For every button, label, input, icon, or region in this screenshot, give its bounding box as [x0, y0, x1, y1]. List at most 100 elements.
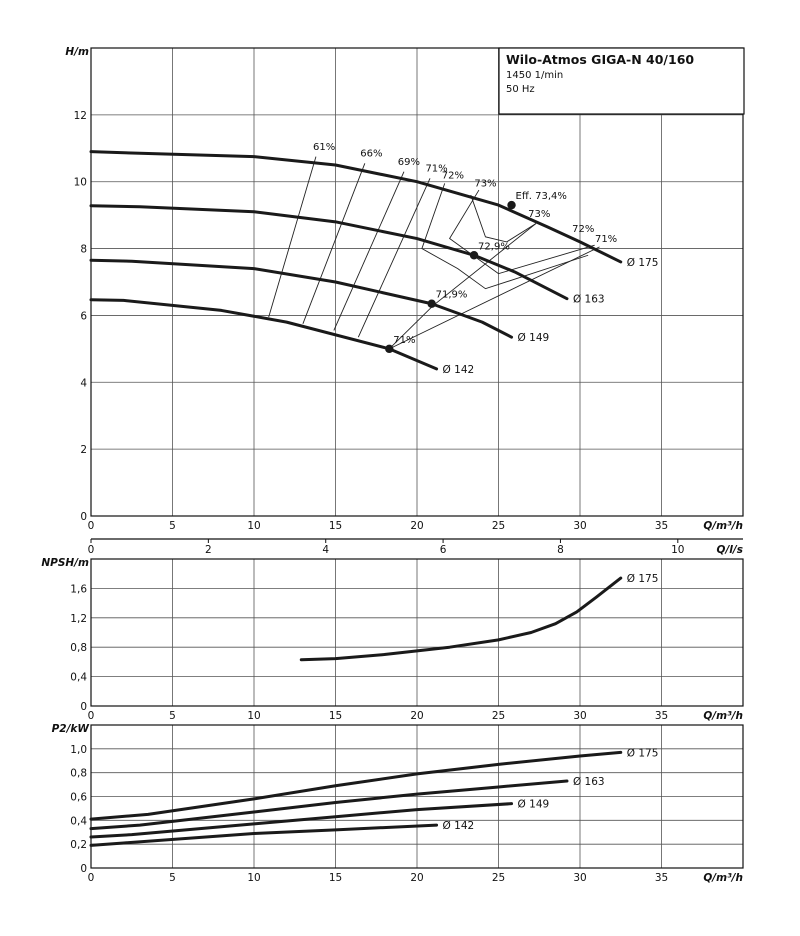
npsh-xtick-3: 15	[329, 710, 342, 722]
efficiency-line-6	[388, 223, 600, 350]
power-series-163	[89, 779, 569, 831]
efficiency-label-7: 72%	[572, 224, 594, 235]
npsh-xtick-6: 30	[573, 710, 586, 722]
power-xtick-1: 5	[169, 872, 176, 884]
efficiency-line-0	[268, 156, 317, 318]
npsh-ytick-3: 1,2	[70, 613, 87, 625]
bep-point-3	[385, 344, 394, 354]
npsh-ytick-0: 0	[80, 701, 87, 713]
head-xtick-3: 15	[329, 520, 342, 532]
power-series-142	[89, 823, 439, 847]
npsh-xtick-2: 10	[247, 710, 260, 722]
power-xtick-2: 10	[247, 872, 260, 884]
bep-label-1: 72,9%	[478, 241, 510, 252]
efficiency-label-8: 71%	[595, 234, 617, 245]
chart-subtitle-frequency: 50 Hz	[506, 84, 535, 95]
bep-point-2	[427, 299, 436, 308]
power-ytick-0: 0	[80, 863, 87, 875]
head-xtick-0: 0	[88, 520, 95, 532]
npsh-ytick-1: 0,4	[70, 672, 87, 684]
head-series-label-163: Ø 163	[573, 294, 605, 306]
npsh-panel: 0 5 10 15 20 25 30 35 0 0,4 0,8 1,2 1,6 NPSH/m Q/m³/h Ø…	[41, 557, 744, 722]
head-series-175	[89, 150, 623, 264]
flow-ls-axis: 0 2 4 6 8 10 Q/l/s	[88, 538, 743, 556]
head-ytick-1: 2	[80, 444, 87, 456]
efficiency-label-2: 69%	[398, 157, 420, 168]
head-series-149	[89, 258, 514, 339]
bep-point-0	[507, 200, 516, 210]
npsh-ylabel: NPSH/m	[41, 557, 89, 569]
head-series-label-142: Ø 142	[443, 364, 475, 376]
head-xlabel: Q/m³/h	[703, 520, 743, 532]
power-series-label-142: Ø 142	[443, 820, 475, 832]
power-ytick-4: 0,8	[70, 768, 87, 780]
flow-ls-tick-0: 0	[88, 544, 95, 556]
efficiency-line-5	[448, 189, 595, 275]
flow-ls-tick-3: 6	[440, 544, 447, 556]
npsh-xtick-0: 0	[88, 710, 95, 722]
efficiency-label-3: 71%	[425, 164, 447, 175]
title-box: Wilo-Atmos GIGA-N 40/160 1450 1/min 50 H…	[498, 47, 745, 115]
power-series-label-149: Ø 149	[518, 799, 550, 811]
npsh-xtick-1: 5	[169, 710, 176, 722]
efficiency-label-1: 66%	[360, 149, 382, 160]
efficiency-label-5: 73%	[474, 179, 496, 190]
head-ytick-6: 12	[74, 110, 87, 122]
flow-ls-tick-2: 4	[322, 544, 329, 556]
power-ytick-1: 0,2	[70, 839, 87, 851]
flow-ls-tick-5: 10	[671, 544, 684, 556]
head-series-142	[89, 298, 439, 371]
power-ytick-5: 1,0	[70, 744, 87, 756]
power-frame	[90, 724, 744, 869]
power-ytick-2: 0,4	[70, 815, 87, 827]
efficiency-line-4	[421, 183, 589, 290]
head-frame	[90, 47, 744, 517]
efficiency-label-4: 72%	[442, 170, 464, 181]
power-xtick-0: 0	[88, 872, 95, 884]
flow-ls-tick-4: 8	[557, 544, 564, 556]
bep-point-1	[469, 251, 479, 260]
head-xtick-1: 5	[169, 520, 176, 532]
power-xtick-4: 20	[410, 872, 423, 884]
power-xtick-5: 25	[492, 872, 505, 884]
npsh-frame	[90, 558, 744, 707]
chart-title: Wilo-Atmos GIGA-N 40/160	[506, 52, 694, 67]
head-panel: 0 5 10 15 20 25 30 35 0 2 4 6 8 10 12 H/m Q/m³/h Ø 175 Ø 1…	[65, 46, 744, 532]
npsh-ytick-2: 0,8	[70, 642, 87, 654]
npsh-series-label-175: Ø 175	[627, 573, 659, 585]
head-series-label-149: Ø 149	[518, 332, 550, 344]
power-xtick-6: 30	[573, 872, 586, 884]
head-ytick-4: 8	[80, 244, 87, 256]
efficiency-line-2	[333, 171, 405, 331]
head-xtick-7: 35	[655, 520, 668, 532]
head-ytick-5: 10	[74, 177, 87, 189]
title-box-frame	[498, 47, 745, 115]
head-xtick-5: 25	[492, 520, 505, 532]
efficiency-line-3	[357, 178, 431, 338]
head-series-label-175: Ø 175	[627, 257, 659, 269]
power-series-175	[89, 750, 623, 821]
head-xtick-2: 10	[247, 520, 260, 532]
npsh-xtick-5: 25	[492, 710, 505, 722]
flow-ls-label: Q/l/s	[717, 544, 743, 556]
bep-label-2: 71,9%	[436, 290, 468, 301]
power-ylabel: P2/kW	[52, 723, 90, 735]
head-xtick-4: 20	[410, 520, 423, 532]
power-xtick-7: 35	[655, 872, 668, 884]
npsh-ytick-4: 1,6	[70, 583, 87, 595]
head-ylabel: H/m	[65, 46, 89, 58]
head-ytick-2: 4	[80, 377, 87, 389]
efficiency-label-0: 61%	[313, 142, 335, 153]
power-xlabel: Q/m³/h	[703, 872, 743, 884]
power-series-label-163: Ø 163	[573, 776, 605, 788]
head-ytick-3: 6	[80, 310, 87, 322]
bep-label-0: Eff. 73,4%	[516, 191, 567, 202]
power-xtick-3: 15	[329, 872, 342, 884]
power-ytick-3: 0,6	[70, 792, 87, 804]
efficiency-label-6: 73%	[528, 209, 550, 220]
efficiency-line-7	[470, 194, 537, 243]
power-series-149	[89, 802, 514, 839]
npsh-series-175	[299, 576, 623, 662]
efficiency-line-1	[302, 163, 366, 324]
